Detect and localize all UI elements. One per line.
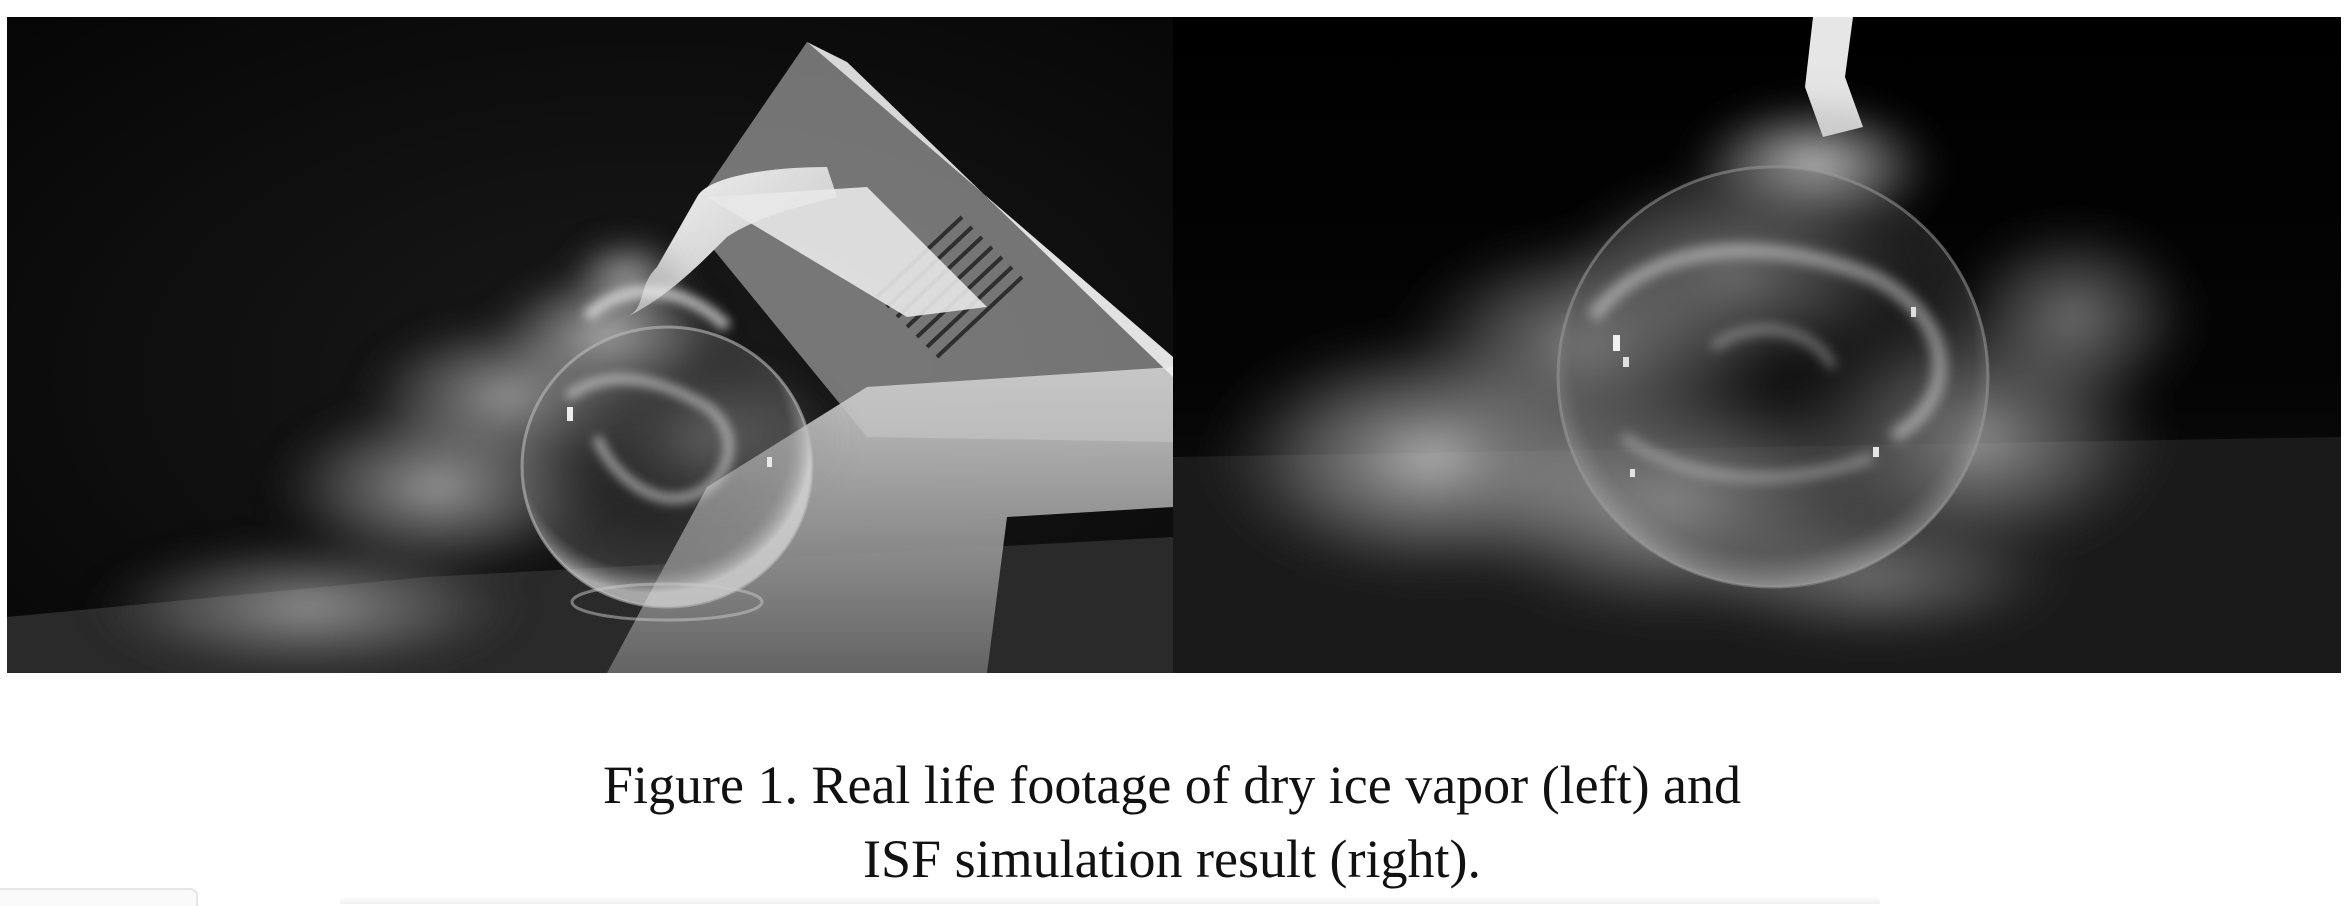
real-life-footage-illustration (7, 17, 1173, 673)
bottom-edge-shadow (340, 896, 1880, 904)
simulation-result-image (1173, 17, 2341, 673)
corner-tab (0, 888, 198, 906)
simulation-result-illustration (1173, 17, 2341, 673)
real-life-footage-image (7, 17, 1173, 673)
caption-line-1: Figure 1. Real life footage of dry ice v… (602, 755, 1742, 815)
figure-caption: Figure 1. Real life footage of dry ice v… (0, 748, 2344, 896)
figure-image-row (7, 17, 2341, 673)
caption-line-2: ISF simulation result (right). (863, 829, 1481, 889)
